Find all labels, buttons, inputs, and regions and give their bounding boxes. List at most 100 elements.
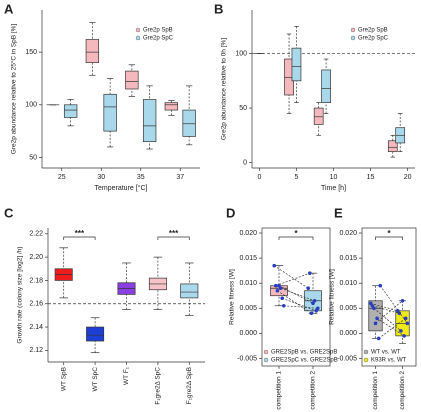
panel-label: D: [226, 205, 235, 220]
x-axis-label: Temperature [°C]: [95, 184, 148, 192]
pair-line: [378, 318, 406, 339]
panel-label: C: [4, 205, 14, 220]
x-tick-label: 37: [176, 174, 184, 181]
y-tick-label: 0.000: [239, 330, 257, 337]
pair-line: [375, 300, 403, 324]
x-tick-label: 10: [330, 174, 338, 181]
pair-line: [376, 318, 405, 337]
y-tick-label: 2.22: [29, 231, 43, 238]
x-tick-label: competition 1: [372, 371, 379, 410]
pair-line: [283, 305, 318, 309]
point: [309, 311, 314, 316]
x-tick-label: WT F₁: [123, 366, 130, 385]
box: [86, 326, 105, 342]
x-tick-label: 0: [257, 174, 261, 181]
panel-label: E: [334, 205, 343, 220]
box: [313, 107, 324, 125]
pair-line: [278, 285, 314, 304]
x-tick-label: 15: [367, 174, 375, 181]
box: [291, 47, 302, 82]
y-tick-label: 100: [235, 50, 247, 57]
point: [272, 263, 277, 268]
y-tick-label: 0.010: [239, 280, 257, 287]
y-tick-label: 2.20: [29, 254, 43, 261]
y-tick-label: 2.12: [29, 347, 43, 354]
x-tick-label: F₁gre2Δ SpB: [186, 367, 193, 404]
legend-label: Gre2p SpC: [358, 36, 389, 42]
significance-bracket: [375, 236, 403, 240]
pair-line: [282, 297, 317, 312]
box: [180, 283, 199, 299]
y-tick-label: -0.005: [337, 355, 357, 362]
point: [280, 296, 285, 301]
legend-marker: [263, 349, 269, 355]
box: [142, 99, 157, 143]
x-tick-label: competition 2: [310, 371, 317, 410]
point: [278, 286, 283, 291]
x-tick-label: 20: [404, 174, 412, 181]
box: [125, 70, 139, 90]
point: [402, 334, 406, 338]
significance-label: *: [387, 229, 391, 238]
point: [308, 271, 312, 275]
y-axis-label: Growth rate (colony size [log2] /h): [17, 246, 24, 343]
point: [282, 303, 286, 308]
x-tick-label: competition 2: [399, 371, 406, 410]
point: [372, 306, 376, 311]
y-axis-label: Gre2p abundance relative to 25°C in SpB …: [10, 24, 18, 155]
box: [387, 140, 398, 153]
legend-label: K93R vs. WT: [371, 358, 407, 364]
y-tick-label: 0: [243, 159, 247, 166]
y-tick-label: 0.010: [339, 280, 357, 287]
significance-label: *: [294, 229, 298, 238]
x-axis-label: Time [h]: [321, 185, 346, 192]
significance-label: ***: [75, 229, 85, 238]
y-axis-label: Relative fitness [W]: [329, 269, 336, 325]
y-axis-label: Relative fitness [W]: [229, 269, 236, 325]
legend-label: Gre2p SpC: [143, 36, 174, 42]
point: [375, 316, 379, 321]
point: [400, 298, 405, 303]
y-tick-label: 2.14: [29, 324, 43, 331]
legend-label: Gre2p SpB: [358, 28, 388, 34]
box: [63, 104, 78, 118]
pair-line: [373, 308, 402, 332]
y-tick-label: 150: [25, 49, 37, 56]
pair-line: [275, 272, 310, 287]
point: [397, 311, 402, 316]
legend-label: GRE2SpB vs. GRE2SpB: [271, 350, 337, 356]
legend-marker: [350, 35, 356, 41]
point: [275, 288, 280, 293]
y-tick-label: 50: [239, 105, 247, 112]
legend-marker: [363, 357, 369, 363]
y-tick-label: 50: [29, 154, 37, 161]
box: [182, 109, 196, 137]
y-tick-label: 100: [25, 102, 37, 109]
panel-label: B: [214, 1, 223, 16]
pair-line: [280, 287, 315, 302]
significance-bracket: [278, 236, 314, 240]
legend-label: WT vs. WT: [371, 350, 401, 356]
pair-line: [370, 302, 398, 312]
legend-marker: [135, 35, 141, 41]
y-tick-label: 0.005: [339, 305, 357, 312]
y-axis-label: Gre2p abundance relative to 0h [%]: [221, 38, 228, 140]
point: [373, 321, 378, 326]
x-tick-label: WT SpC: [92, 367, 99, 392]
legend-label: GRE2SpC vs. GRE2SpB: [271, 358, 338, 364]
legend-marker: [263, 357, 269, 363]
legend-marker: [135, 27, 141, 33]
plot-frame: [361, 227, 417, 367]
box: [103, 93, 117, 132]
y-tick-label: 0.015: [339, 255, 357, 262]
legend-label: Gre2p SpB: [143, 28, 173, 34]
point: [405, 321, 410, 326]
panel-label: A: [4, 1, 14, 16]
y-tick-label: 0.020: [239, 230, 257, 237]
y-tick-label: 2.16: [29, 301, 43, 308]
x-tick-label: 30: [97, 174, 105, 181]
point: [399, 329, 403, 333]
legend-marker: [350, 27, 356, 33]
pair-line: [380, 285, 408, 324]
